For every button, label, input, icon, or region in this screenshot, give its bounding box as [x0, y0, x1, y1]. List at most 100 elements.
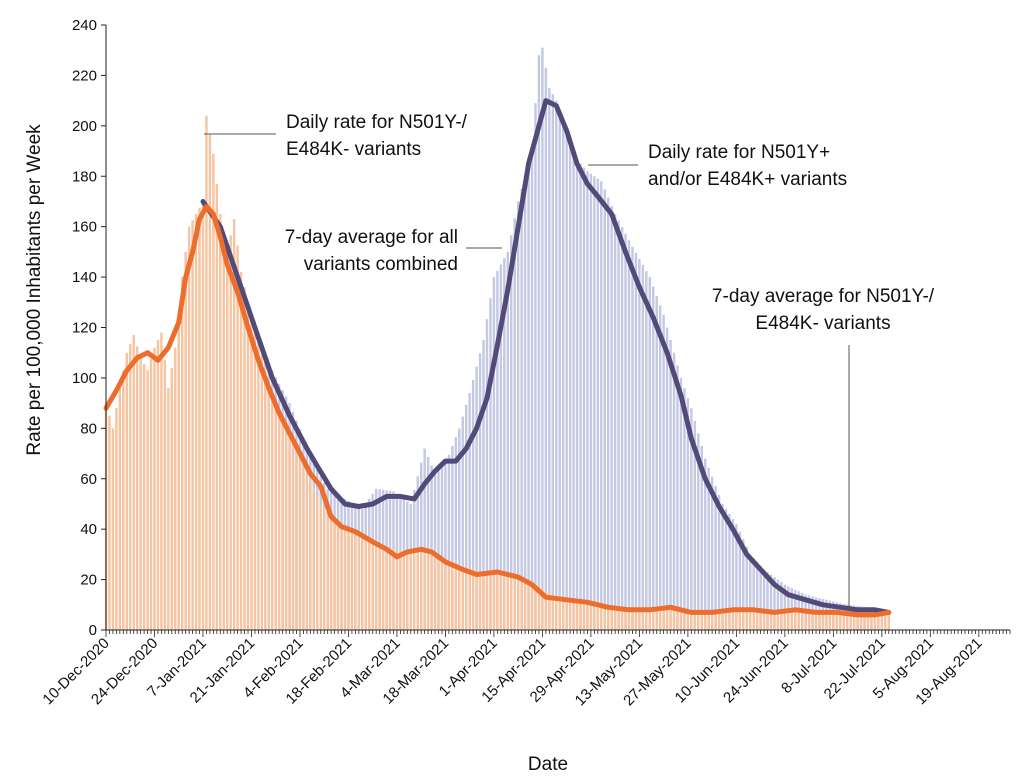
bar-original-variants	[710, 611, 714, 630]
bar-original-variants	[142, 364, 146, 630]
bar-original-variants	[849, 612, 852, 630]
bar-original-variants	[267, 382, 270, 630]
bar-original-variants	[295, 453, 298, 630]
bar-original-variants	[409, 551, 412, 630]
bar-all-variants	[527, 163, 530, 630]
bar-original-variants	[728, 609, 731, 630]
bar-all-variants	[586, 171, 589, 630]
bar-original-variants	[357, 532, 361, 630]
annotation-text: 7-day average for N501Y-/	[712, 286, 935, 307]
bar-original-variants	[724, 609, 728, 630]
bar-original-variants	[205, 115, 208, 630]
bar-all-variants	[738, 531, 742, 630]
bar-original-variants	[589, 603, 593, 630]
bar-all-variants	[783, 584, 787, 631]
bar-original-variants	[690, 611, 693, 630]
bar-all-variants	[780, 582, 783, 630]
bar-original-variants	[665, 609, 669, 630]
bar-original-variants	[184, 251, 187, 631]
bar-all-variants	[735, 524, 738, 631]
bar-all-variants	[731, 519, 735, 630]
bar-original-variants	[305, 473, 309, 630]
bar-all-variants	[652, 286, 655, 630]
bar-original-variants	[551, 595, 555, 630]
annotations: Daily rate for N501Y-/ E484K- variants Dai…	[204, 112, 935, 610]
line-avg-original-variants	[103, 204, 892, 618]
bar-all-variants	[776, 579, 780, 630]
bar-original-variants	[274, 408, 277, 630]
bar-original-variants	[870, 612, 873, 630]
bar-original-variants	[679, 609, 683, 630]
bar-original-variants	[485, 572, 489, 630]
bar-original-variants	[132, 335, 135, 630]
bar-original-variants	[759, 609, 762, 630]
bar-original-variants	[856, 612, 859, 630]
bar-original-variants	[828, 612, 832, 630]
bar-original-variants	[683, 610, 686, 630]
bar-original-variants	[125, 352, 128, 630]
bar-original-variants	[811, 610, 814, 630]
bar-original-variants	[471, 569, 475, 630]
bar-original-variants	[887, 612, 890, 630]
bar-original-variants	[738, 609, 742, 630]
bar-all-variants	[648, 277, 651, 630]
y-tick-label: 180	[72, 168, 97, 185]
bar-all-variants	[600, 181, 603, 631]
bar-original-variants	[534, 584, 537, 631]
y-tick-label: 220	[72, 67, 97, 84]
bar-original-variants	[381, 544, 385, 630]
annotation-text: Daily rate for N501Y-/	[286, 112, 468, 133]
bar-original-variants	[603, 605, 606, 630]
annotation-text: and/or E484K+ variants	[648, 169, 847, 190]
bar-original-variants	[579, 602, 582, 630]
bar-original-variants	[433, 556, 437, 630]
bar-original-variants	[191, 220, 194, 631]
bar-original-variants	[371, 539, 374, 630]
bar-original-variants	[797, 609, 800, 630]
bar-original-variants	[139, 357, 142, 630]
bar-original-variants	[846, 612, 849, 630]
bar-original-variants	[655, 609, 658, 630]
y-tick-label: 240	[72, 17, 97, 34]
bar-original-variants	[430, 554, 433, 631]
bar-original-variants	[440, 559, 444, 630]
bar-original-variants	[447, 562, 451, 630]
bar-all-variants	[492, 277, 496, 630]
bar-original-variants	[180, 277, 184, 630]
bar-original-variants	[388, 547, 392, 630]
bar-original-variants	[374, 541, 378, 630]
bar-original-variants	[773, 609, 776, 630]
bar-original-variants	[156, 340, 160, 630]
bar-original-variants	[215, 183, 219, 630]
bar-original-variants	[236, 245, 239, 630]
bar-original-variants	[800, 609, 804, 630]
bar-all-variants	[593, 176, 596, 630]
bar-original-variants	[627, 608, 631, 630]
bar-original-variants	[340, 524, 343, 631]
annotation-text: Daily rate for N501Y+	[648, 142, 830, 163]
y-axis-title: Rate per 100,000 Inhabitants per Week	[24, 124, 45, 456]
bar-original-variants	[617, 607, 620, 630]
bar-all-variants	[482, 340, 485, 630]
bar-original-variants	[676, 609, 679, 630]
bar-original-variants	[821, 611, 825, 630]
bar-original-variants	[818, 611, 821, 630]
bar-original-variants	[703, 611, 707, 630]
bar-all-variants	[607, 197, 610, 630]
bar-original-variants	[610, 606, 613, 630]
bar-all-variants	[499, 264, 503, 630]
bar-original-variants	[735, 609, 738, 630]
bar-all-variants	[558, 113, 561, 631]
bar-original-variants	[516, 578, 520, 630]
bar-original-variants	[558, 598, 561, 630]
bar-original-variants	[198, 207, 201, 630]
bar-original-variants	[513, 577, 516, 630]
bar-all-variants	[641, 264, 645, 630]
y-tick-label: 200	[72, 118, 97, 135]
bar-all-variants	[568, 146, 572, 630]
bar-original-variants	[423, 553, 426, 630]
bar-original-variants	[312, 488, 316, 630]
bar-original-variants	[804, 609, 807, 630]
bar-original-variants	[250, 314, 253, 630]
